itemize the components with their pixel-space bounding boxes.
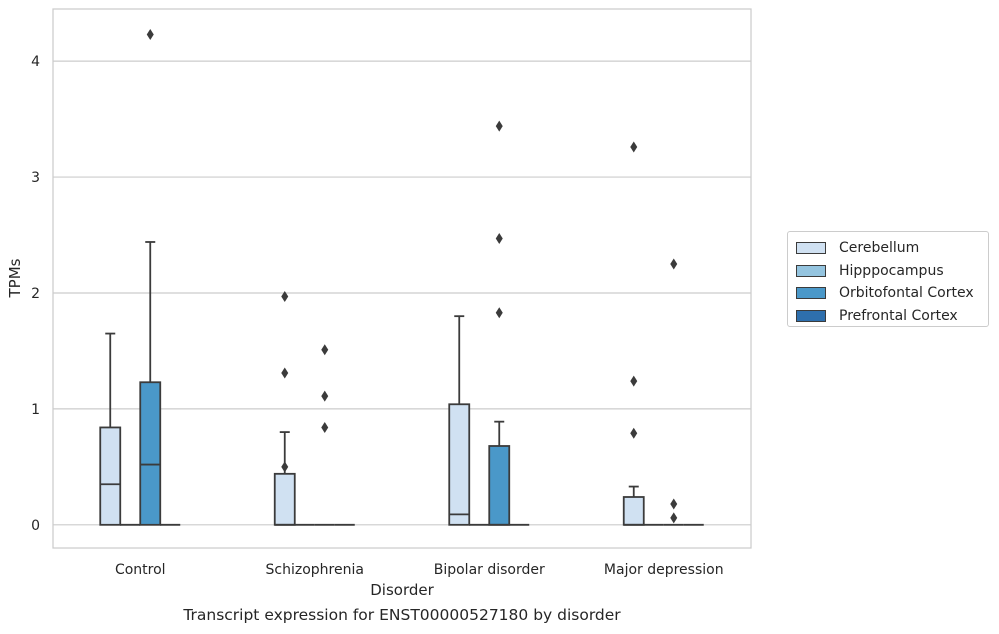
outlier-point <box>495 233 503 245</box>
legend-swatch <box>796 264 826 277</box>
box-2-3 <box>663 258 684 526</box>
box-body <box>139 381 162 526</box>
box-0-3 <box>622 141 645 526</box>
legend-item: Prefrontal Cortex <box>796 305 980 328</box>
y-tick-label: 1 <box>31 402 40 418</box>
box-body <box>99 426 122 526</box>
legend-label: Hipppocampus <box>839 262 944 279</box>
box-0-2 <box>448 315 471 526</box>
legend: Cerebellum Hipppocampus Orbitofontal Corte… <box>787 231 989 327</box>
box-2-1 <box>314 344 335 526</box>
y-tick-label: 2 <box>31 286 40 302</box>
y-tick-label: 4 <box>31 54 40 70</box>
legend-item: Hipppocampus <box>796 260 980 283</box>
legend-swatch <box>796 242 826 255</box>
outlier-point <box>321 421 329 433</box>
outlier-point <box>670 512 678 524</box>
legend-swatch <box>796 287 826 300</box>
x-tick-label: Bipolar disorder <box>434 562 545 578</box>
outlier-point <box>281 461 289 473</box>
outlier-point <box>321 390 329 402</box>
outlier-point <box>495 307 503 319</box>
box-0-0 <box>99 332 122 526</box>
outlier-point <box>495 120 503 132</box>
outlier-point <box>146 29 154 41</box>
y-tick-label: 0 <box>31 518 40 534</box>
legend-item: Cerebellum <box>796 237 980 260</box>
box-marks <box>99 29 704 526</box>
outlier-point <box>630 141 638 153</box>
plot-area-frame <box>52 8 752 549</box>
x-tick-labels: Control Schizophrenia Bipolar disorder Majo… <box>115 562 724 578</box>
y-tick-label: 3 <box>31 170 40 186</box>
legend-label: Cerebellum <box>839 240 920 257</box>
box-0-1 <box>273 290 296 526</box>
outlier-point <box>670 498 678 510</box>
outlier-point <box>630 375 638 387</box>
y-tick-labels: 0 1 2 3 4 <box>31 54 40 534</box>
legend-label: Prefrontal Cortex <box>839 307 958 324</box>
outlier-point <box>321 344 329 356</box>
outlier-point <box>281 290 289 302</box>
box-body <box>448 403 471 526</box>
legend-label: Orbitofontal Cortex <box>839 285 974 302</box>
box-2-0 <box>139 29 162 526</box>
outlier-point <box>281 367 289 379</box>
x-tick-label: Major depression <box>604 562 724 578</box>
box-2-2 <box>488 120 511 526</box>
y-axis-label: TPMs <box>6 258 24 298</box>
box-body <box>622 496 645 526</box>
box-body <box>488 445 511 526</box>
box-body <box>273 472 296 526</box>
outlier-point <box>630 427 638 439</box>
chart-caption: Transcript expression for ENST0000052718… <box>183 606 621 624</box>
legend-swatch <box>796 309 826 322</box>
x-tick-label: Schizophrenia <box>266 562 364 578</box>
legend-item: Orbitofontal Cortex <box>796 282 980 305</box>
x-tick-label: Control <box>115 562 166 578</box>
x-axis-label: Disorder <box>370 581 434 599</box>
outlier-point <box>670 258 678 270</box>
